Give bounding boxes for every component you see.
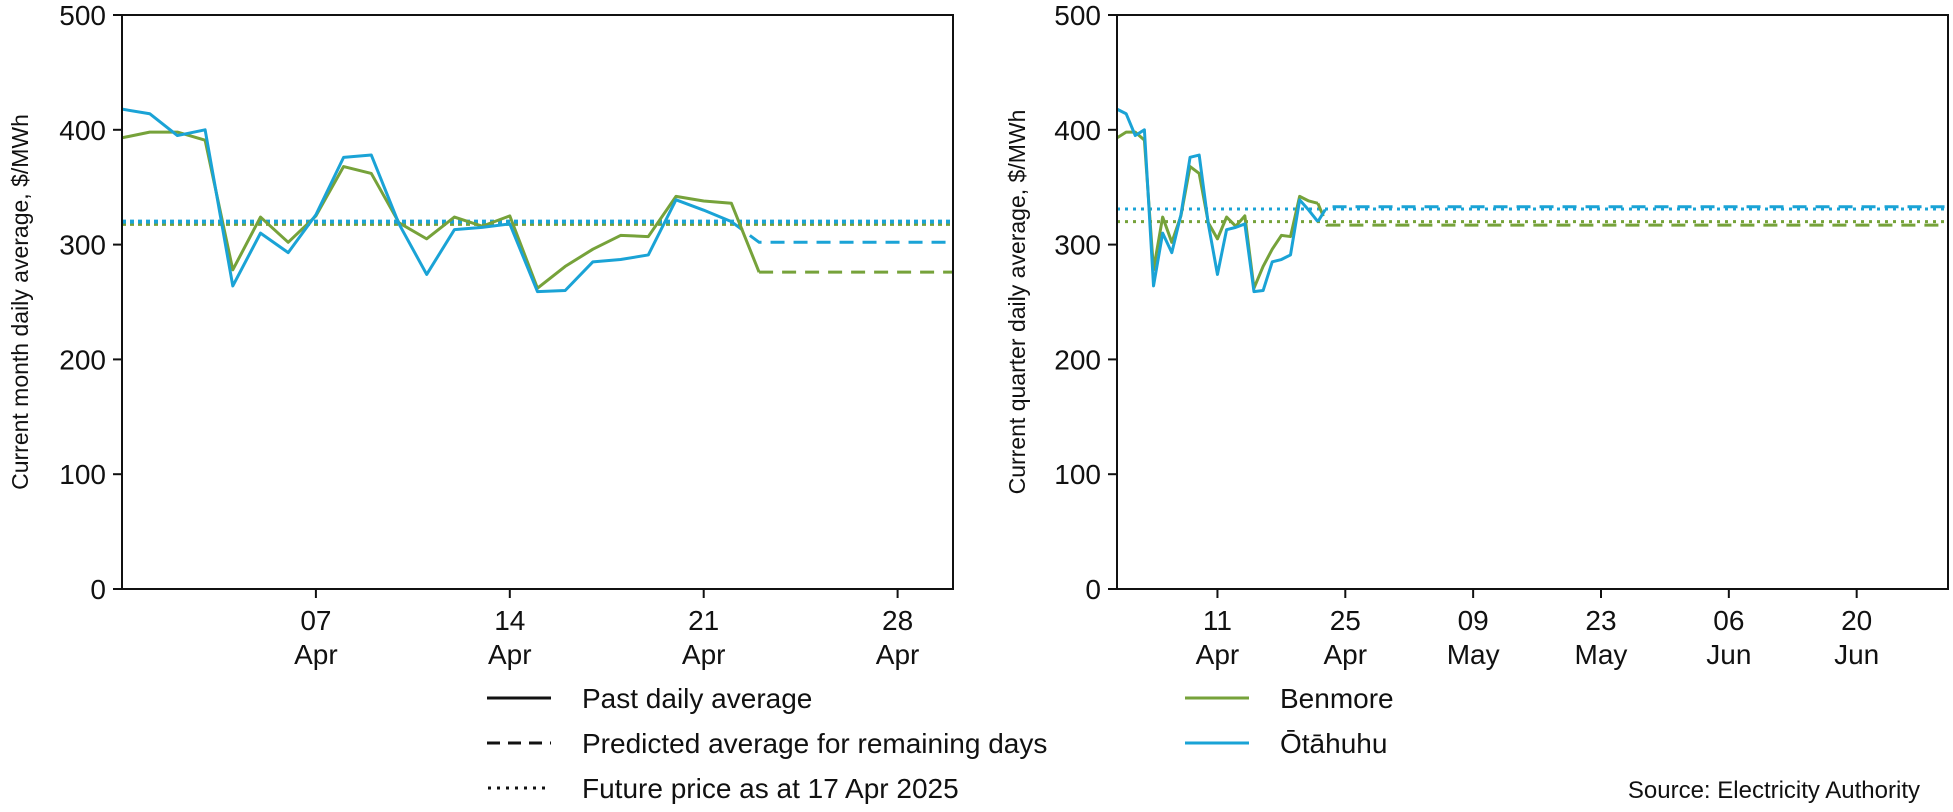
past-line-otahuhu [122, 107, 732, 294]
y-tick-label: 0 [90, 574, 106, 605]
legend-item-predicted: Predicted average for remaining days [487, 728, 1047, 759]
x-tick-label-month: Apr [294, 639, 338, 670]
legend-item-benmore: Benmore [1185, 683, 1394, 714]
x-tick-label-day: 20 [1841, 605, 1872, 636]
legend-item-otahuhu: Ōtāhuhu [1185, 728, 1387, 759]
y-tick-label: 400 [1054, 115, 1101, 146]
x-tick-label-month: Apr [1196, 639, 1240, 670]
quarter-panel: 010020030040050011Apr25Apr09May23May06Ju… [1004, 0, 1949, 670]
y-tick-label: 100 [59, 459, 106, 490]
x-tick-label-month: Jun [1834, 639, 1879, 670]
x-tick-label-month: Apr [876, 639, 920, 670]
y-axis-label: Current quarter daily average, $/MWh [1004, 110, 1030, 495]
legend-label-future: Future price as at 17 Apr 2025 [582, 773, 959, 804]
x-tick-label-day: 06 [1713, 605, 1744, 636]
legend-label-past: Past daily average [582, 683, 812, 714]
x-tick-label-month: May [1447, 639, 1500, 670]
x-tick-label-day: 28 [882, 605, 913, 636]
x-tick-label-month: Apr [682, 639, 726, 670]
legend-label-otahuhu: Ōtāhuhu [1280, 728, 1387, 759]
y-tick-label: 100 [1054, 459, 1101, 490]
plot-area [1117, 107, 1948, 294]
x-tick-label-day: 23 [1585, 605, 1616, 636]
x-tick-label-day: 21 [688, 605, 719, 636]
x-tick-label-day: 14 [494, 605, 525, 636]
y-axis-label: Current month daily average, $/MWh [7, 114, 33, 490]
legend: Past daily average Predicted average for… [487, 683, 1394, 804]
x-tick-label-day: 25 [1330, 605, 1361, 636]
x-tick-label-day: 09 [1458, 605, 1489, 636]
x-tick-label-day: 11 [1203, 605, 1232, 636]
y-tick-label: 400 [59, 115, 106, 146]
axes-frame [121, 14, 954, 590]
y-tick-label: 200 [59, 344, 106, 375]
legend-item-future: Future price as at 17 Apr 2025 [488, 773, 959, 804]
x-tick-label-month: Jun [1706, 639, 1751, 670]
x-tick-label-month: Apr [1324, 639, 1368, 670]
x-tick-label-month: May [1575, 639, 1628, 670]
y-tick-label: 500 [1054, 0, 1101, 31]
month-panel: 010020030040050007Apr14Apr21Apr28AprCurr… [7, 0, 954, 670]
legend-label-predicted: Predicted average for remaining days [582, 728, 1047, 759]
y-tick-label: 300 [59, 230, 106, 261]
legend-label-benmore: Benmore [1280, 683, 1394, 714]
y-tick-label: 200 [1054, 344, 1101, 375]
legend-item-past: Past daily average [487, 683, 812, 714]
predicted-line-benmore [1316, 202, 1948, 227]
plot-area [122, 107, 953, 294]
y-tick-label: 0 [1085, 574, 1101, 605]
source-note: Source: Electricity Authority [1628, 777, 1920, 804]
y-tick-label: 500 [59, 0, 106, 31]
predicted-line-otahuhu [1316, 205, 1948, 223]
y-tick-label: 300 [1054, 230, 1101, 261]
x-tick-label-day: 07 [300, 605, 331, 636]
x-tick-label-month: Apr [488, 639, 532, 670]
past-line-otahuhu [1117, 107, 1320, 294]
axes-frame [1116, 14, 1949, 590]
past-line-benmore [122, 130, 761, 290]
